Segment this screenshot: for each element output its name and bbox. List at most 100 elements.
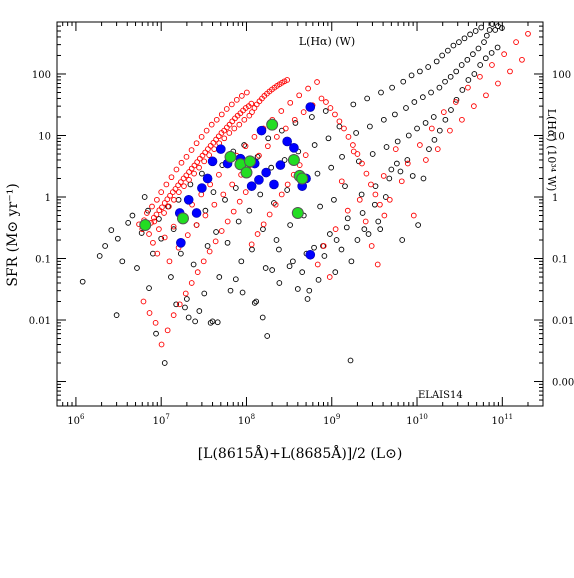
- black-open-point: [331, 196, 337, 203]
- black-open-point: [192, 318, 198, 325]
- black-open-point: [411, 99, 418, 105]
- black-open-point: [254, 153, 261, 160]
- black-open-point: [332, 269, 339, 276]
- blue-filled-point: [305, 102, 316, 112]
- red-open-point: [495, 80, 501, 87]
- blue-filled-point: [191, 208, 202, 218]
- red-open-point: [211, 201, 218, 208]
- black-open-point: [184, 296, 190, 302]
- red-open-point: [273, 134, 280, 140]
- black-open-point: [365, 231, 372, 237]
- black-open-point: [292, 120, 299, 126]
- black-open-point: [284, 187, 291, 193]
- black-open-point: [442, 116, 449, 123]
- black-open-point: [138, 230, 145, 236]
- red-open-point: [272, 201, 279, 208]
- red-open-point: [197, 155, 203, 162]
- red-open-point: [228, 101, 235, 108]
- red-open-point: [200, 258, 207, 265]
- red-open-point: [410, 212, 417, 219]
- red-open-point: [253, 101, 260, 108]
- black-open-point: [251, 300, 258, 306]
- black-open-point: [134, 265, 140, 271]
- black-open-point: [168, 274, 174, 280]
- red-open-point: [386, 196, 393, 203]
- red-open-point: [181, 183, 187, 190]
- red-open-point: [226, 130, 233, 136]
- black-open-point: [190, 261, 197, 268]
- red-open-point: [188, 280, 195, 286]
- red-open-point: [224, 124, 230, 131]
- red-open-point: [291, 116, 298, 123]
- black-open-point: [428, 89, 434, 96]
- black-open-point: [394, 160, 400, 167]
- red-open-point: [229, 118, 236, 125]
- black-open-point: [377, 226, 384, 233]
- red-open-point: [404, 160, 411, 167]
- red-open-point: [180, 175, 187, 182]
- black-open-point: [419, 94, 426, 101]
- red-open-point: [229, 181, 236, 188]
- red-open-point: [188, 165, 195, 172]
- red-open-point: [507, 68, 513, 75]
- red-open-point: [236, 121, 243, 128]
- black-open-point: [364, 95, 370, 102]
- black-open-point: [125, 219, 132, 226]
- black-open-point: [464, 56, 471, 63]
- black-open-point: [129, 212, 136, 219]
- black-open-point: [405, 132, 412, 139]
- red-open-point: [525, 30, 531, 37]
- red-open-point: [327, 105, 334, 111]
- black-open-point: [202, 207, 209, 214]
- red-open-point: [184, 232, 191, 238]
- y-tick-label: 0.1: [35, 255, 51, 266]
- black-open-point: [450, 42, 457, 49]
- red-open-point: [193, 222, 200, 228]
- red-open-point: [501, 51, 507, 58]
- red-open-point: [242, 105, 249, 111]
- points-layer: [79, 21, 531, 366]
- red-open-point: [251, 134, 258, 140]
- black-open-point: [161, 360, 168, 366]
- red-open-point: [170, 223, 177, 230]
- red-open-point: [149, 203, 155, 210]
- black-open-point: [483, 32, 490, 39]
- x-tick-label: 109: [323, 413, 340, 427]
- red-open-point: [248, 241, 255, 248]
- black-open-point: [333, 237, 340, 243]
- red-open-point: [296, 92, 303, 99]
- red-open-point: [231, 125, 238, 132]
- red-open-point: [216, 171, 222, 178]
- red-open-point: [161, 200, 168, 206]
- blue-filled-point: [202, 173, 213, 184]
- black-open-point: [409, 173, 416, 179]
- red-open-point: [146, 231, 152, 237]
- blue-filled-point: [305, 249, 316, 260]
- red-open-point: [166, 258, 173, 265]
- right-tick-label: 0.1: [552, 255, 568, 266]
- red-open-point: [172, 186, 179, 192]
- red-open-point: [232, 115, 238, 122]
- black-open-point: [185, 314, 192, 321]
- black-open-point: [431, 136, 438, 143]
- black-open-point: [257, 191, 264, 198]
- black-open-point: [433, 58, 440, 65]
- red-open-point: [203, 127, 210, 134]
- red-open-point: [281, 78, 288, 85]
- black-open-point: [314, 170, 321, 177]
- red-open-point: [368, 181, 374, 188]
- black-open-point: [262, 265, 269, 271]
- red-open-point: [196, 164, 202, 171]
- red-open-point: [344, 207, 351, 214]
- black-open-point: [347, 357, 354, 364]
- y-tick-label: 0.01: [29, 316, 51, 327]
- red-open-point: [202, 212, 209, 219]
- red-open-point: [236, 198, 243, 205]
- right-tick-label: 1: [552, 193, 558, 204]
- black-open-point: [472, 28, 479, 34]
- red-open-point: [305, 85, 311, 92]
- red-open-point: [248, 100, 255, 107]
- black-open-point: [114, 235, 121, 242]
- red-open-point: [447, 127, 453, 134]
